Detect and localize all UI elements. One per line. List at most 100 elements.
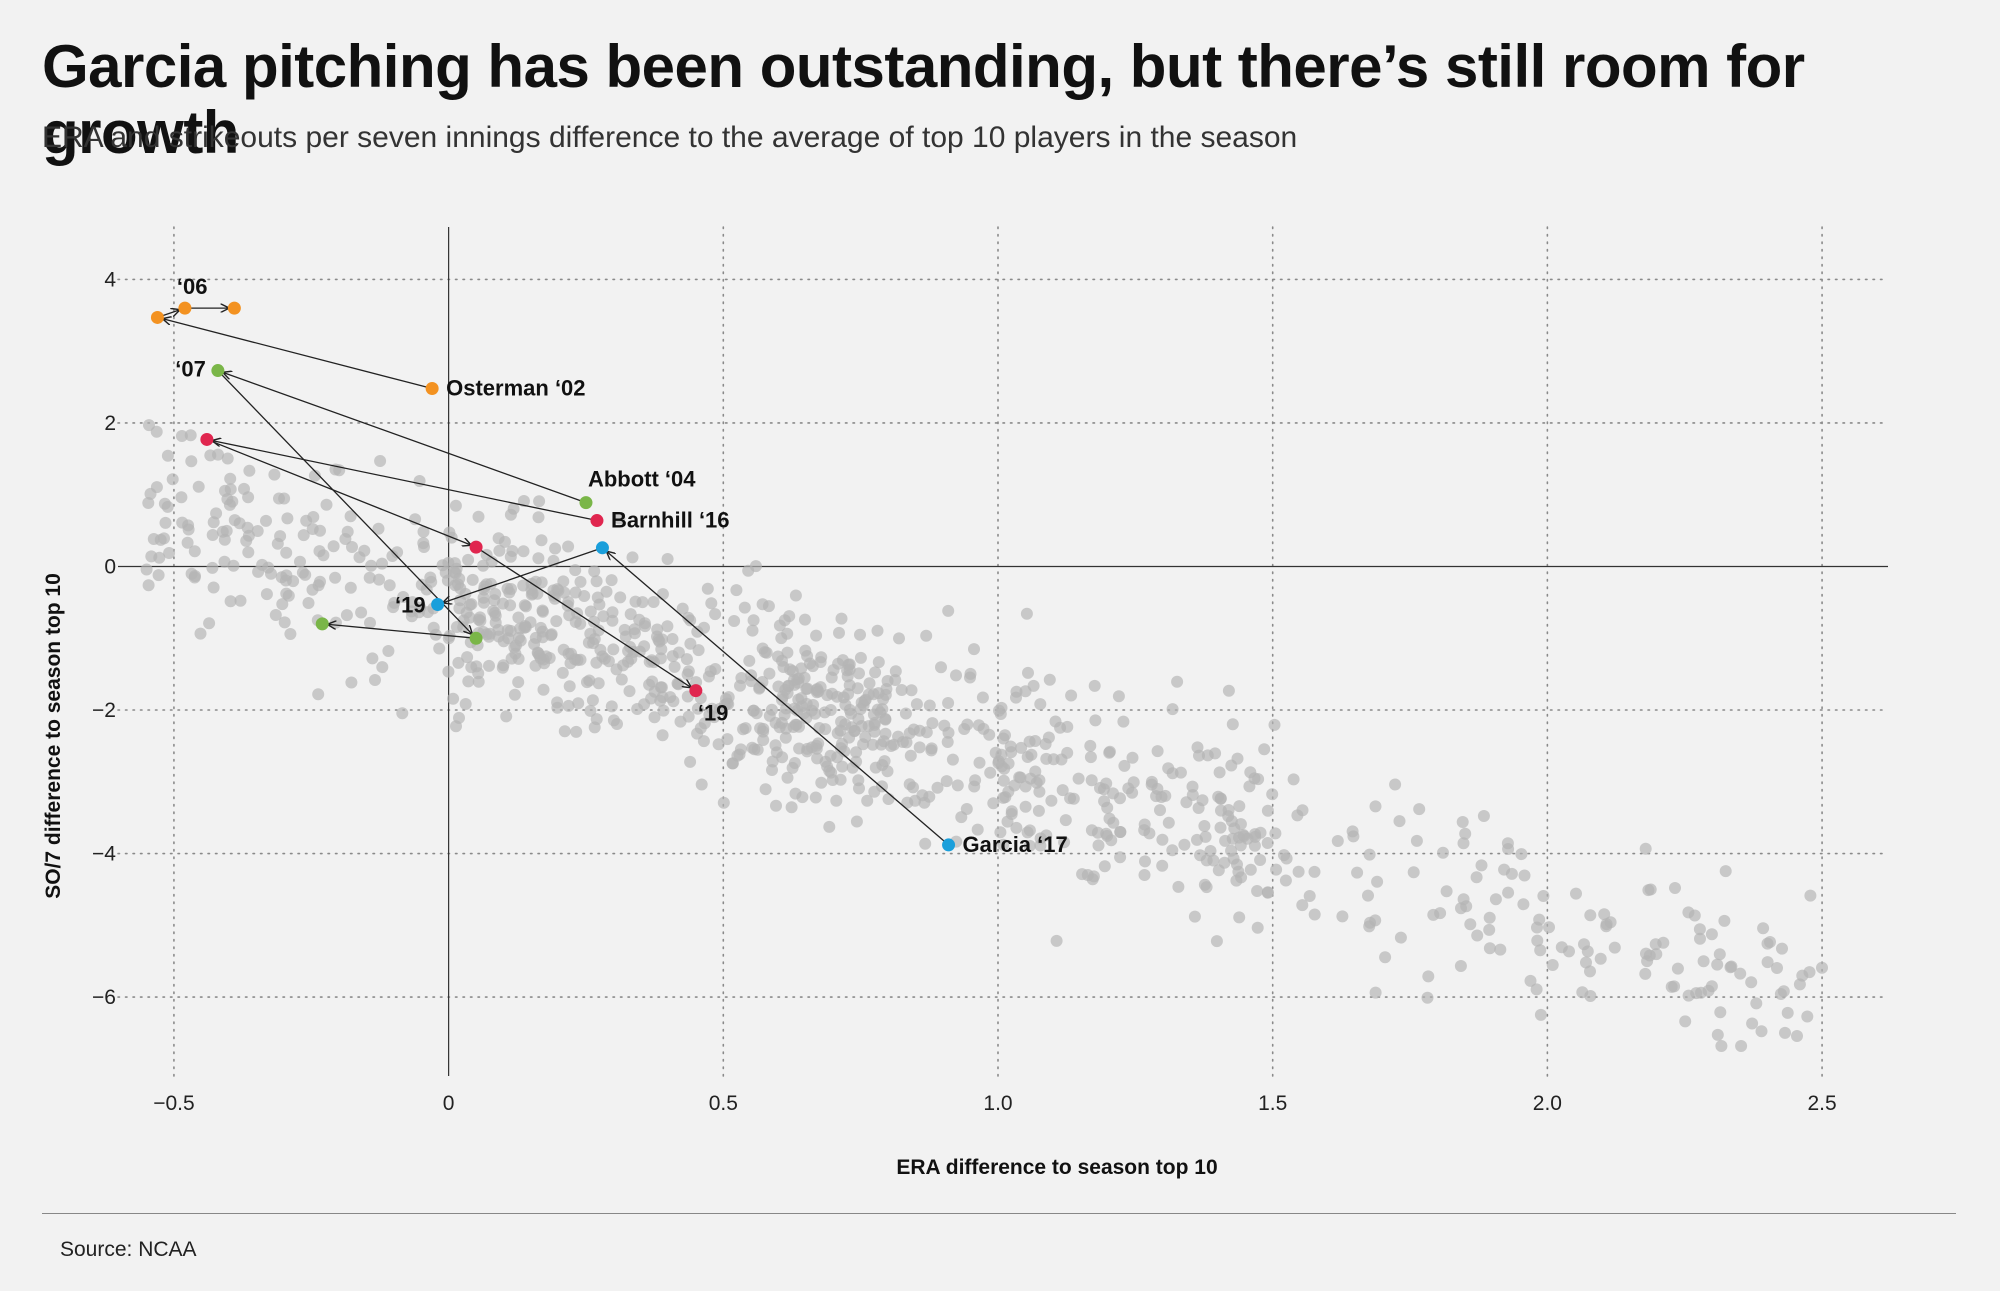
background-point (748, 743, 761, 756)
background-point (1331, 835, 1344, 847)
background-point (175, 430, 188, 442)
background-point (242, 546, 255, 559)
background-point (1192, 802, 1205, 814)
background-point (534, 621, 547, 634)
background-point (590, 575, 603, 588)
background-point (241, 521, 254, 534)
background-point (1369, 800, 1382, 813)
background-point (843, 731, 856, 744)
background-point (717, 796, 730, 809)
background-point (569, 586, 582, 599)
background-point (1166, 703, 1179, 716)
background-point (901, 796, 914, 809)
background-point (528, 638, 541, 651)
background-point (904, 749, 917, 762)
background-point (1033, 785, 1046, 798)
background-point (638, 698, 651, 711)
background-point (462, 553, 475, 566)
background-point (278, 616, 291, 629)
background-point (1369, 986, 1382, 999)
background-point (1118, 759, 1131, 772)
background-point (1024, 772, 1037, 785)
background-point (273, 492, 285, 505)
background-point (882, 793, 895, 805)
background-point (175, 491, 188, 504)
background-point (500, 710, 513, 723)
background-point (1056, 784, 1069, 797)
background-point (684, 637, 697, 650)
background-point (680, 653, 693, 666)
background-point (145, 550, 158, 563)
background-point (536, 604, 549, 617)
x-axis-label: ERA difference to season top 10 (896, 1156, 1217, 1179)
background-point (712, 738, 725, 751)
background-point (1639, 967, 1652, 980)
background-point (973, 756, 986, 769)
background-point (1064, 792, 1077, 805)
background-point (586, 694, 599, 707)
background-point (1671, 962, 1684, 975)
background-point (789, 787, 802, 800)
highlight-point (431, 598, 445, 612)
background-point (1534, 1008, 1547, 1021)
background-point (1702, 984, 1715, 997)
background-point (1278, 849, 1290, 862)
background-point (1725, 960, 1738, 973)
background-point (388, 596, 401, 609)
background-point (182, 523, 195, 536)
background-point (1761, 956, 1774, 969)
background-point (628, 627, 641, 640)
background-point (1456, 816, 1469, 828)
background-point (1543, 921, 1555, 934)
background-point (194, 627, 207, 640)
background-point (545, 628, 558, 641)
background-point (1362, 889, 1374, 902)
background-point (297, 529, 310, 542)
background-point (759, 783, 772, 796)
background-point (983, 728, 996, 741)
background-point (1639, 842, 1652, 855)
background-point (994, 826, 1007, 839)
background-point (1261, 837, 1274, 849)
background-point (762, 600, 775, 613)
background-point (1483, 942, 1496, 955)
background-point (1679, 1015, 1692, 1028)
background-point (1719, 865, 1732, 878)
background-point (681, 668, 694, 681)
background-point (607, 643, 620, 656)
background-point (788, 702, 801, 715)
background-point (992, 755, 1005, 768)
background-point (861, 794, 874, 807)
background-point (661, 553, 674, 565)
background-point (749, 560, 762, 573)
highlight-point (425, 381, 439, 395)
background-point (1584, 990, 1597, 1002)
background-point (607, 714, 620, 727)
background-point (656, 588, 669, 601)
background-point (1422, 970, 1435, 983)
background-point (1084, 739, 1097, 752)
background-point (1156, 859, 1169, 872)
background-point (275, 571, 288, 584)
background-point (240, 534, 253, 547)
background-point (1518, 869, 1531, 882)
background-point (692, 644, 705, 657)
background-point (1477, 810, 1490, 822)
background-point (812, 737, 825, 750)
background-point (691, 625, 704, 638)
point-label: ‘06 (177, 274, 208, 299)
background-point (788, 757, 801, 769)
background-point (1222, 804, 1235, 816)
background-point (1714, 1006, 1727, 1019)
background-point (260, 588, 273, 601)
background-point (1364, 916, 1376, 929)
background-point (775, 632, 788, 645)
background-point (1103, 745, 1116, 758)
background-point (1718, 914, 1731, 927)
background-point (818, 706, 831, 719)
background-point (836, 654, 849, 667)
background-point (1346, 825, 1359, 838)
background-point (327, 540, 340, 553)
background-points (140, 419, 1828, 1052)
background-point (532, 511, 545, 524)
